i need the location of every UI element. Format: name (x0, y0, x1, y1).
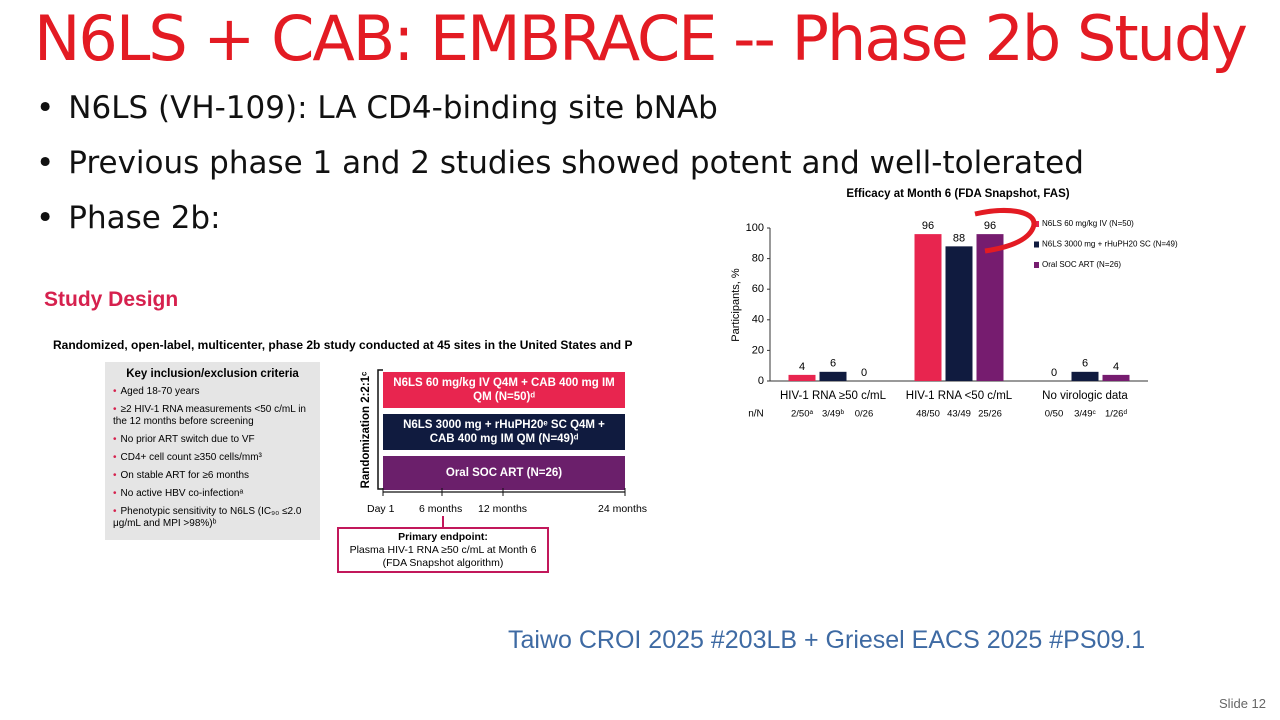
bar (914, 234, 942, 381)
legend-swatch (1034, 221, 1039, 227)
y-tick-label: 100 (746, 222, 764, 234)
legend-label: N6LS 60 mg/kg IV (N=50) (1042, 219, 1134, 228)
timeline-label: 24 months (598, 503, 648, 515)
n-of-N-label: 0/26 (855, 409, 874, 420)
data-label: 0 (861, 367, 867, 379)
legend-swatch (1034, 262, 1039, 268)
criteria-item: Aged 18-70 years (113, 386, 312, 398)
study-design-title: Study Design (44, 288, 179, 311)
n-of-N-label: 48/50 (916, 409, 940, 420)
criteria-item: CD4+ cell count ≥350 cells/mm³ (113, 452, 312, 464)
criteria-item: On stable ART for ≥6 months (113, 470, 312, 482)
timeline-axis (382, 488, 626, 496)
endpoint-line: Plasma HIV-1 RNA ≥50 c/mL at Month 6 (349, 544, 537, 557)
x-tick-label: HIV-1 RNA ≥50 c/mL (780, 390, 887, 402)
arm-box: N6LS 3000 mg + rHuPH20ᵉ SC Q4M + CAB 400… (383, 414, 625, 450)
data-label: 96 (922, 220, 934, 232)
criteria-box: Key inclusion/exclusion criteria Aged 18… (105, 362, 320, 540)
bar (819, 371, 847, 381)
chart-title: Efficacy at Month 6 (FDA Snapshot, FAS) (846, 188, 1069, 200)
n-of-N-label: 43/49 (947, 409, 971, 420)
y-axis-label: Participants, % (730, 268, 742, 342)
data-label: 4 (1113, 361, 1119, 373)
criteria-item: Phenotypic sensitivity to N6LS (IC₉₀ ≤2.… (113, 506, 312, 530)
criteria-list: Aged 18-70 years ≥2 HIV-1 RNA measurement… (113, 386, 312, 530)
data-label: 96 (984, 220, 996, 232)
n-of-N-label: 2/50ᵃ (791, 409, 813, 420)
y-tick-label: 40 (752, 314, 764, 326)
timeline-label: 6 months (419, 503, 463, 515)
data-label: 6 (830, 358, 836, 370)
n-of-N-label: 1/26ᵈ (1105, 409, 1127, 420)
bar (976, 234, 1004, 381)
randomization-graphic: Randomization 2:2:1ᶜ (360, 369, 383, 490)
study-design-subtitle: Randomized, open-label, multicenter, pha… (53, 338, 633, 352)
y-tick-label: 20 (752, 344, 764, 356)
criteria-item: ≥2 HIV-1 RNA measurements <50 c/mL in th… (113, 404, 312, 428)
x-tick-label: No virologic data (1042, 390, 1128, 402)
bar (1071, 371, 1099, 381)
y-tick-label: 0 (758, 375, 764, 387)
bullet: N6LS (VH-109): LA CD4-binding site bNAb (36, 90, 718, 126)
timeline-label: Day 1 (367, 503, 395, 515)
criteria-item: No prior ART switch due to VF (113, 434, 312, 446)
endpoint-connector (442, 516, 444, 528)
timeline-label: 12 months (478, 503, 528, 515)
n-of-N-label: 25/26 (978, 409, 1002, 420)
citation: Taiwo CROI 2025 #203LB + Griesel EACS 20… (508, 626, 1146, 654)
data-label: 6 (1082, 358, 1088, 370)
n-of-N-label: 0/50 (1045, 409, 1064, 420)
bracket (377, 369, 383, 490)
arm-box: Oral SOC ART (N=26) (383, 456, 625, 490)
legend-label: N6LS 3000 mg + rHuPH20 SC (N=49) (1042, 240, 1178, 249)
criteria-heading: Key inclusion/exclusion criteria (126, 368, 299, 380)
bar (945, 246, 973, 381)
slide-number: Slide 12 (1219, 696, 1266, 711)
data-label: 0 (1051, 367, 1057, 379)
x-tick-label: HIV-1 RNA <50 c/mL (906, 390, 1013, 402)
criteria-item: No active HBV co-infectionᵃ (113, 488, 312, 500)
y-tick-label: 60 (752, 283, 764, 295)
n-of-N-label: 3/49ᵇ (822, 409, 844, 420)
arm-box: N6LS 60 mg/kg IV Q4M + CAB 400 mg IM QM … (383, 372, 625, 408)
endpoint-box: Primary endpoint: Plasma HIV-1 RNA ≥50 c… (337, 527, 549, 573)
randomization-label: Randomization 2:2:1ᶜ (360, 371, 372, 488)
endpoint-heading: Primary endpoint: (398, 531, 488, 543)
n-of-N-label: 3/49ᶜ (1074, 409, 1096, 420)
bullet: Phase 2b: (36, 200, 220, 236)
y-tick-label: 80 (752, 253, 764, 265)
endpoint-line: (FDA Snapshot algorithm) (382, 557, 504, 570)
bullet: Previous phase 1 and 2 studies showed po… (36, 145, 1084, 181)
legend-swatch (1034, 241, 1039, 248)
bar (788, 374, 816, 381)
n-label: n/N (748, 409, 764, 420)
data-label: 88 (953, 232, 965, 244)
legend-label: Oral SOC ART (N=26) (1042, 260, 1121, 269)
data-label: 4 (799, 361, 805, 373)
slide-title: N6LS + CAB: EMBRACE -- Phase 2b Study (34, 2, 1248, 75)
bar (1102, 374, 1130, 381)
